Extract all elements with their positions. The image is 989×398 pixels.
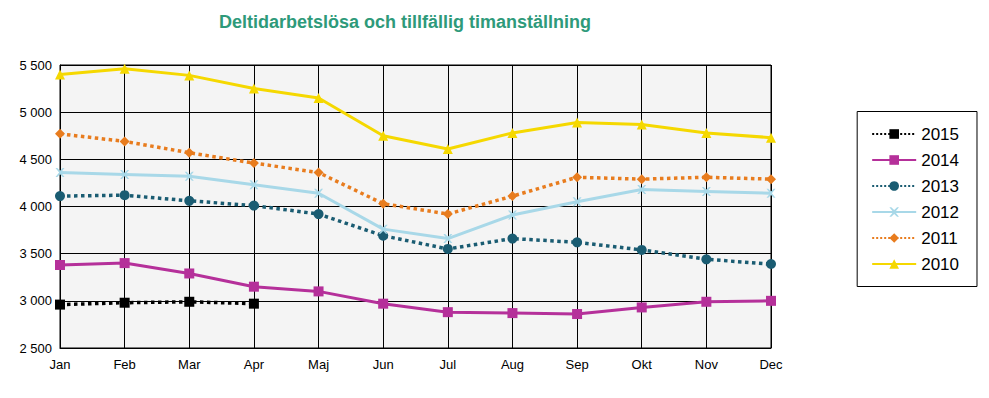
svg-text:2 500: 2 500 xyxy=(19,341,52,356)
svg-text:2010: 2010 xyxy=(921,255,959,274)
svg-text:2012: 2012 xyxy=(921,203,959,222)
svg-text:Deltidarbetslösa och tillfälli: Deltidarbetslösa och tillfällig timanstä… xyxy=(219,12,591,32)
svg-text:Dec: Dec xyxy=(759,357,783,372)
svg-text:Okt: Okt xyxy=(632,357,653,372)
svg-text:Aug: Aug xyxy=(501,357,524,372)
svg-text:Feb: Feb xyxy=(113,357,135,372)
svg-text:Maj: Maj xyxy=(308,357,329,372)
svg-text:2011: 2011 xyxy=(921,229,958,248)
svg-text:Sep: Sep xyxy=(566,357,589,372)
svg-text:Apr: Apr xyxy=(244,357,265,372)
svg-text:2015: 2015 xyxy=(921,125,959,144)
svg-text:4 500: 4 500 xyxy=(19,152,52,167)
svg-text:Jan: Jan xyxy=(50,357,71,372)
svg-text:5 500: 5 500 xyxy=(19,58,52,73)
svg-text:Jul: Jul xyxy=(440,357,457,372)
svg-text:2014: 2014 xyxy=(921,151,959,170)
svg-text:4 000: 4 000 xyxy=(19,199,52,214)
svg-text:2013: 2013 xyxy=(921,177,959,196)
svg-text:Mar: Mar xyxy=(178,357,201,372)
svg-text:3 500: 3 500 xyxy=(19,246,52,261)
svg-text:5 000: 5 000 xyxy=(19,105,52,120)
svg-text:Nov: Nov xyxy=(695,357,719,372)
svg-text:Jun: Jun xyxy=(373,357,394,372)
svg-text:3 000: 3 000 xyxy=(19,293,52,308)
